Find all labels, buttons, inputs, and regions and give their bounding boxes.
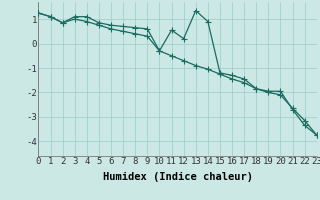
X-axis label: Humidex (Indice chaleur): Humidex (Indice chaleur) [103, 172, 252, 182]
